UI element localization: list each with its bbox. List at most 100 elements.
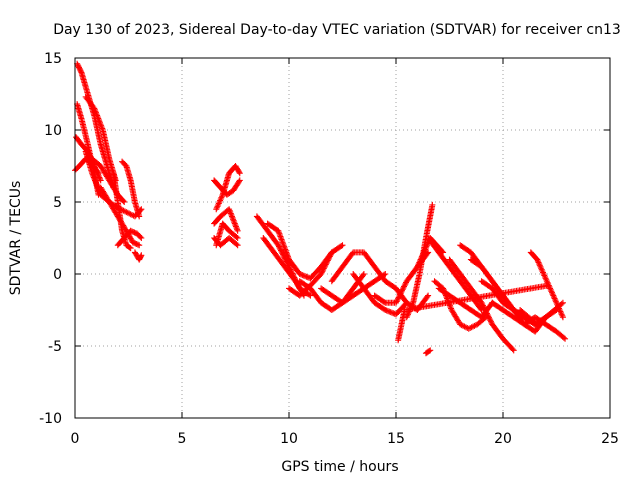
data-point (419, 252, 426, 259)
data-point (134, 241, 141, 248)
data-point (542, 275, 549, 282)
data-point (467, 325, 474, 331)
data-point (468, 324, 475, 331)
data-point (95, 116, 102, 123)
data-point (422, 246, 429, 253)
data-point (232, 223, 239, 230)
data-point (138, 235, 145, 241)
data-point (534, 256, 541, 263)
data-point (132, 240, 139, 247)
data-point (416, 259, 423, 266)
x-tick-label: 20 (494, 431, 512, 447)
x-tick-label: 25 (601, 431, 619, 447)
data-point (485, 313, 492, 320)
data-point (128, 228, 135, 235)
data-point (236, 169, 243, 175)
y-tick-label: -5 (48, 339, 62, 355)
data-point (137, 233, 144, 240)
data-point (538, 266, 545, 273)
data-point (552, 296, 559, 303)
data-point (562, 335, 569, 342)
data-point (227, 209, 234, 216)
data-point (426, 348, 433, 355)
data-point (400, 284, 407, 291)
data-point (213, 206, 220, 213)
data-point (320, 265, 327, 272)
data-point (460, 322, 467, 329)
data-point (462, 324, 469, 331)
data-point (217, 196, 224, 203)
data-point (91, 106, 98, 113)
data-point (89, 171, 96, 178)
data-point (215, 201, 222, 208)
data-point (416, 258, 423, 265)
data-point (418, 255, 425, 262)
data-point (94, 183, 101, 190)
data-point (559, 314, 566, 321)
data-point (417, 256, 424, 263)
data-point (539, 268, 546, 275)
data-point (360, 272, 367, 279)
y-tick-label: -10 (39, 411, 62, 427)
data-point (418, 253, 425, 260)
data-point (120, 197, 127, 204)
data-point (338, 243, 345, 249)
data-point (478, 299, 485, 306)
data-point (487, 317, 494, 324)
data-point (320, 266, 327, 273)
data-point (93, 180, 100, 187)
data-point (402, 280, 409, 287)
data-point (94, 114, 101, 121)
data-point (227, 210, 234, 217)
data-point (230, 216, 237, 223)
data-point (96, 118, 103, 125)
data-point (234, 235, 241, 241)
data-point (218, 194, 225, 201)
data-point (534, 258, 541, 265)
data-point (550, 292, 557, 299)
y-tick-label: 15 (44, 51, 62, 67)
y-tick-label: 5 (53, 195, 62, 211)
data-point (557, 308, 564, 315)
data-point (540, 269, 547, 276)
data-point (424, 242, 431, 249)
data-point (541, 273, 548, 280)
data-point (124, 209, 131, 216)
data-point (138, 252, 145, 259)
data-point (323, 260, 330, 267)
data-point (77, 68, 84, 75)
data-point (487, 318, 494, 325)
data-point (234, 227, 241, 234)
data-point (553, 299, 560, 306)
data-point (547, 286, 554, 293)
data-point (231, 219, 238, 226)
data-point (91, 177, 98, 184)
data-points (72, 60, 569, 357)
data-point (217, 197, 224, 204)
data-point (421, 247, 428, 254)
data-point (94, 112, 101, 119)
data-point (399, 286, 406, 293)
plot-frame (74, 57, 611, 419)
data-point (360, 271, 367, 277)
data-point (92, 108, 99, 115)
data-point (325, 256, 332, 263)
data-point (93, 111, 100, 118)
data-point (126, 210, 133, 217)
data-point (319, 268, 326, 275)
data-point (457, 321, 464, 328)
data-point (236, 170, 243, 177)
data-point (422, 245, 429, 252)
data-point (510, 347, 517, 354)
data-point (424, 293, 431, 300)
data-point (127, 211, 134, 218)
data-point (229, 214, 236, 221)
data-point (536, 260, 543, 267)
data-point (136, 242, 143, 249)
ticks: 0 5 10 15 20 25 -10 -5 0 5 10 15 (39, 51, 619, 447)
data-point (548, 288, 555, 295)
y-tick-label: 10 (44, 123, 62, 139)
data-point (232, 222, 239, 229)
chart-title: Day 130 of 2023, Sidereal Day-to-day VTE… (53, 22, 621, 38)
data-point (415, 260, 422, 267)
